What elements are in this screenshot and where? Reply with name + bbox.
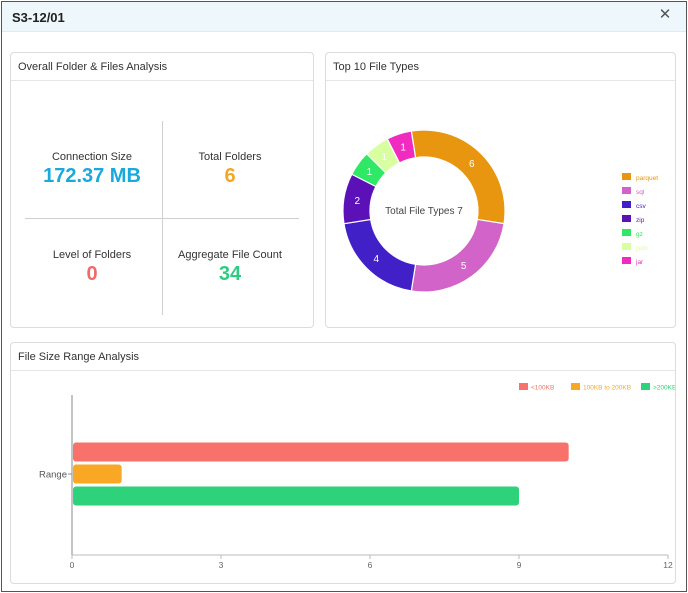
connection-size-stat: Connection Size 172.37 MB [17,151,167,188]
donut-slice-value-label: 6 [469,159,475,170]
donut-slice-value-label: 4 [373,254,379,265]
overview-panel-title: Overall Folder & Files Analysis [11,53,313,81]
legend-label-100KB to 200KB[interactable]: 100KB to 200KB [583,385,631,392]
total-folders-label: Total Folders [198,151,262,163]
total-folders-value: 6 [224,165,236,187]
size-range-bar-chart: 0 3 6 9 12 Range <100KB 100KB to 200KB >200KB [39,383,675,570]
aggregate-file-count-value: 34 [218,263,242,285]
aggregate-file-count-label: Aggregate File Count [178,249,282,261]
total-folders-stat: Total Folders 6 [155,151,305,188]
legend-label-parquet[interactable]: parquet [636,175,658,182]
bar-<100KB[interactable] [73,442,569,462]
close-icon[interactable]: ✕ [658,6,672,23]
x-tick-label: 9 [517,560,522,570]
donut-slice-value-label: 1 [382,152,388,163]
bar-100KB to 200KB[interactable] [73,464,122,484]
legend-swatch->200KB [641,383,650,390]
donut-center-label: Total File Types 7 [385,206,463,217]
x-tick-label: 12 [663,560,673,570]
legend-swatch-sql [622,187,631,194]
legend-swatch-zip [622,215,631,222]
legend-swatch-<100KB [519,383,528,390]
bar->200KB[interactable] [73,486,519,506]
legend-label-sql[interactable]: sql [636,189,645,196]
donut-slice-value-label: 1 [367,167,373,178]
level-of-folders-label: Level of Folders [52,249,132,261]
legend-swatch-parquet [622,173,631,180]
size-range-panel-title: File Size Range Analysis [11,343,675,371]
legend-label-jar[interactable]: jar [635,259,644,266]
donut-slice-value-label: 5 [461,261,467,272]
divider-horizontal [25,218,299,219]
connection-size-label: Connection Size [51,151,133,163]
legend-label->200KB[interactable]: >200KB [653,385,675,392]
legend-label-json[interactable]: json [635,245,648,252]
file-types-panel-title: Top 10 File Types [326,53,675,81]
donut-slice-value-label: 1 [400,142,406,153]
donut-slice-csv[interactable] [343,218,417,292]
dialog-title: S3-12/01 [12,10,65,25]
legend-swatch-csv [622,201,631,208]
legend-label-csv[interactable]: csv [636,203,647,210]
y-category-label: Range [39,470,67,481]
legend-swatch-json [622,243,631,250]
aggregate-file-count-stat: Aggregate File Count 34 [155,249,305,286]
legend-label-zip[interactable]: zip [636,217,645,224]
legend-label-<100KB[interactable]: <100KB [531,385,554,392]
legend-swatch-gz [622,229,631,236]
legend-label-gz[interactable]: gz [636,231,643,238]
legend-swatch-jar [622,257,631,264]
donut-slice-sql[interactable] [410,218,505,293]
level-of-folders-stat: Level of Folders 0 [17,249,167,286]
x-tick-label: 3 [219,560,224,570]
size-range-panel: File Size Range Analysis 0 3 6 9 12 Range <100… [10,342,676,584]
donut-slice-jar[interactable] [386,130,417,164]
file-types-panel: Top 10 File Types 6 5 4 2 1 1 1 Total File Type… [325,52,676,328]
x-tick-label: 6 [368,560,373,570]
title-bar: S3-12/01 ✕ [2,2,686,32]
overview-panel: Overall Folder & Files Analysis Connecti… [10,52,314,328]
level-of-folders-value: 0 [86,263,98,285]
donut-slice-value-label: 2 [355,196,361,207]
x-tick-label: 0 [70,560,75,570]
legend-swatch-100KB to 200KB [571,383,580,390]
connection-size-value: 172.37 MB [43,165,141,187]
